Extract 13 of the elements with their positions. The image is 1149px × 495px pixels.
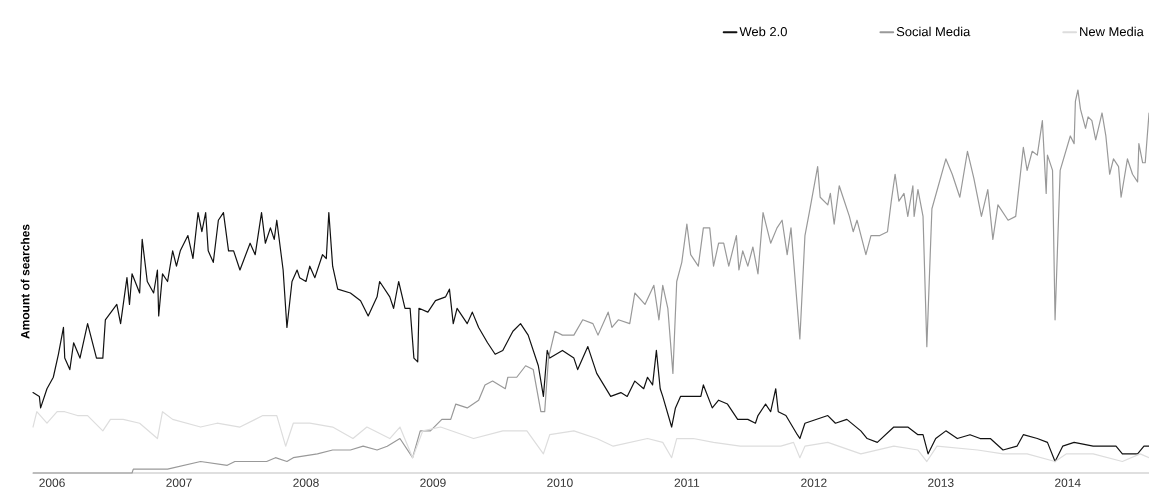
x-tick-label: 2014 <box>1055 478 1081 487</box>
x-tick-label: 2008 <box>293 478 319 487</box>
x-tick-label: 2009 <box>420 478 446 487</box>
x-tick-label: 2006 <box>39 478 65 487</box>
legend-label: Social Media <box>896 26 971 37</box>
x-tick-label: 2010 <box>547 478 573 487</box>
x-tick-label: 2013 <box>928 478 954 487</box>
x-tick-label: 2007 <box>166 478 192 487</box>
legend-label: Web 2.0 <box>739 26 787 37</box>
x-tick-label: 2011 <box>674 478 700 487</box>
y-axis-title: Amount of searches <box>20 224 30 339</box>
x-tick-label: 2012 <box>801 478 827 487</box>
legend-label: New Media <box>1080 26 1144 37</box>
